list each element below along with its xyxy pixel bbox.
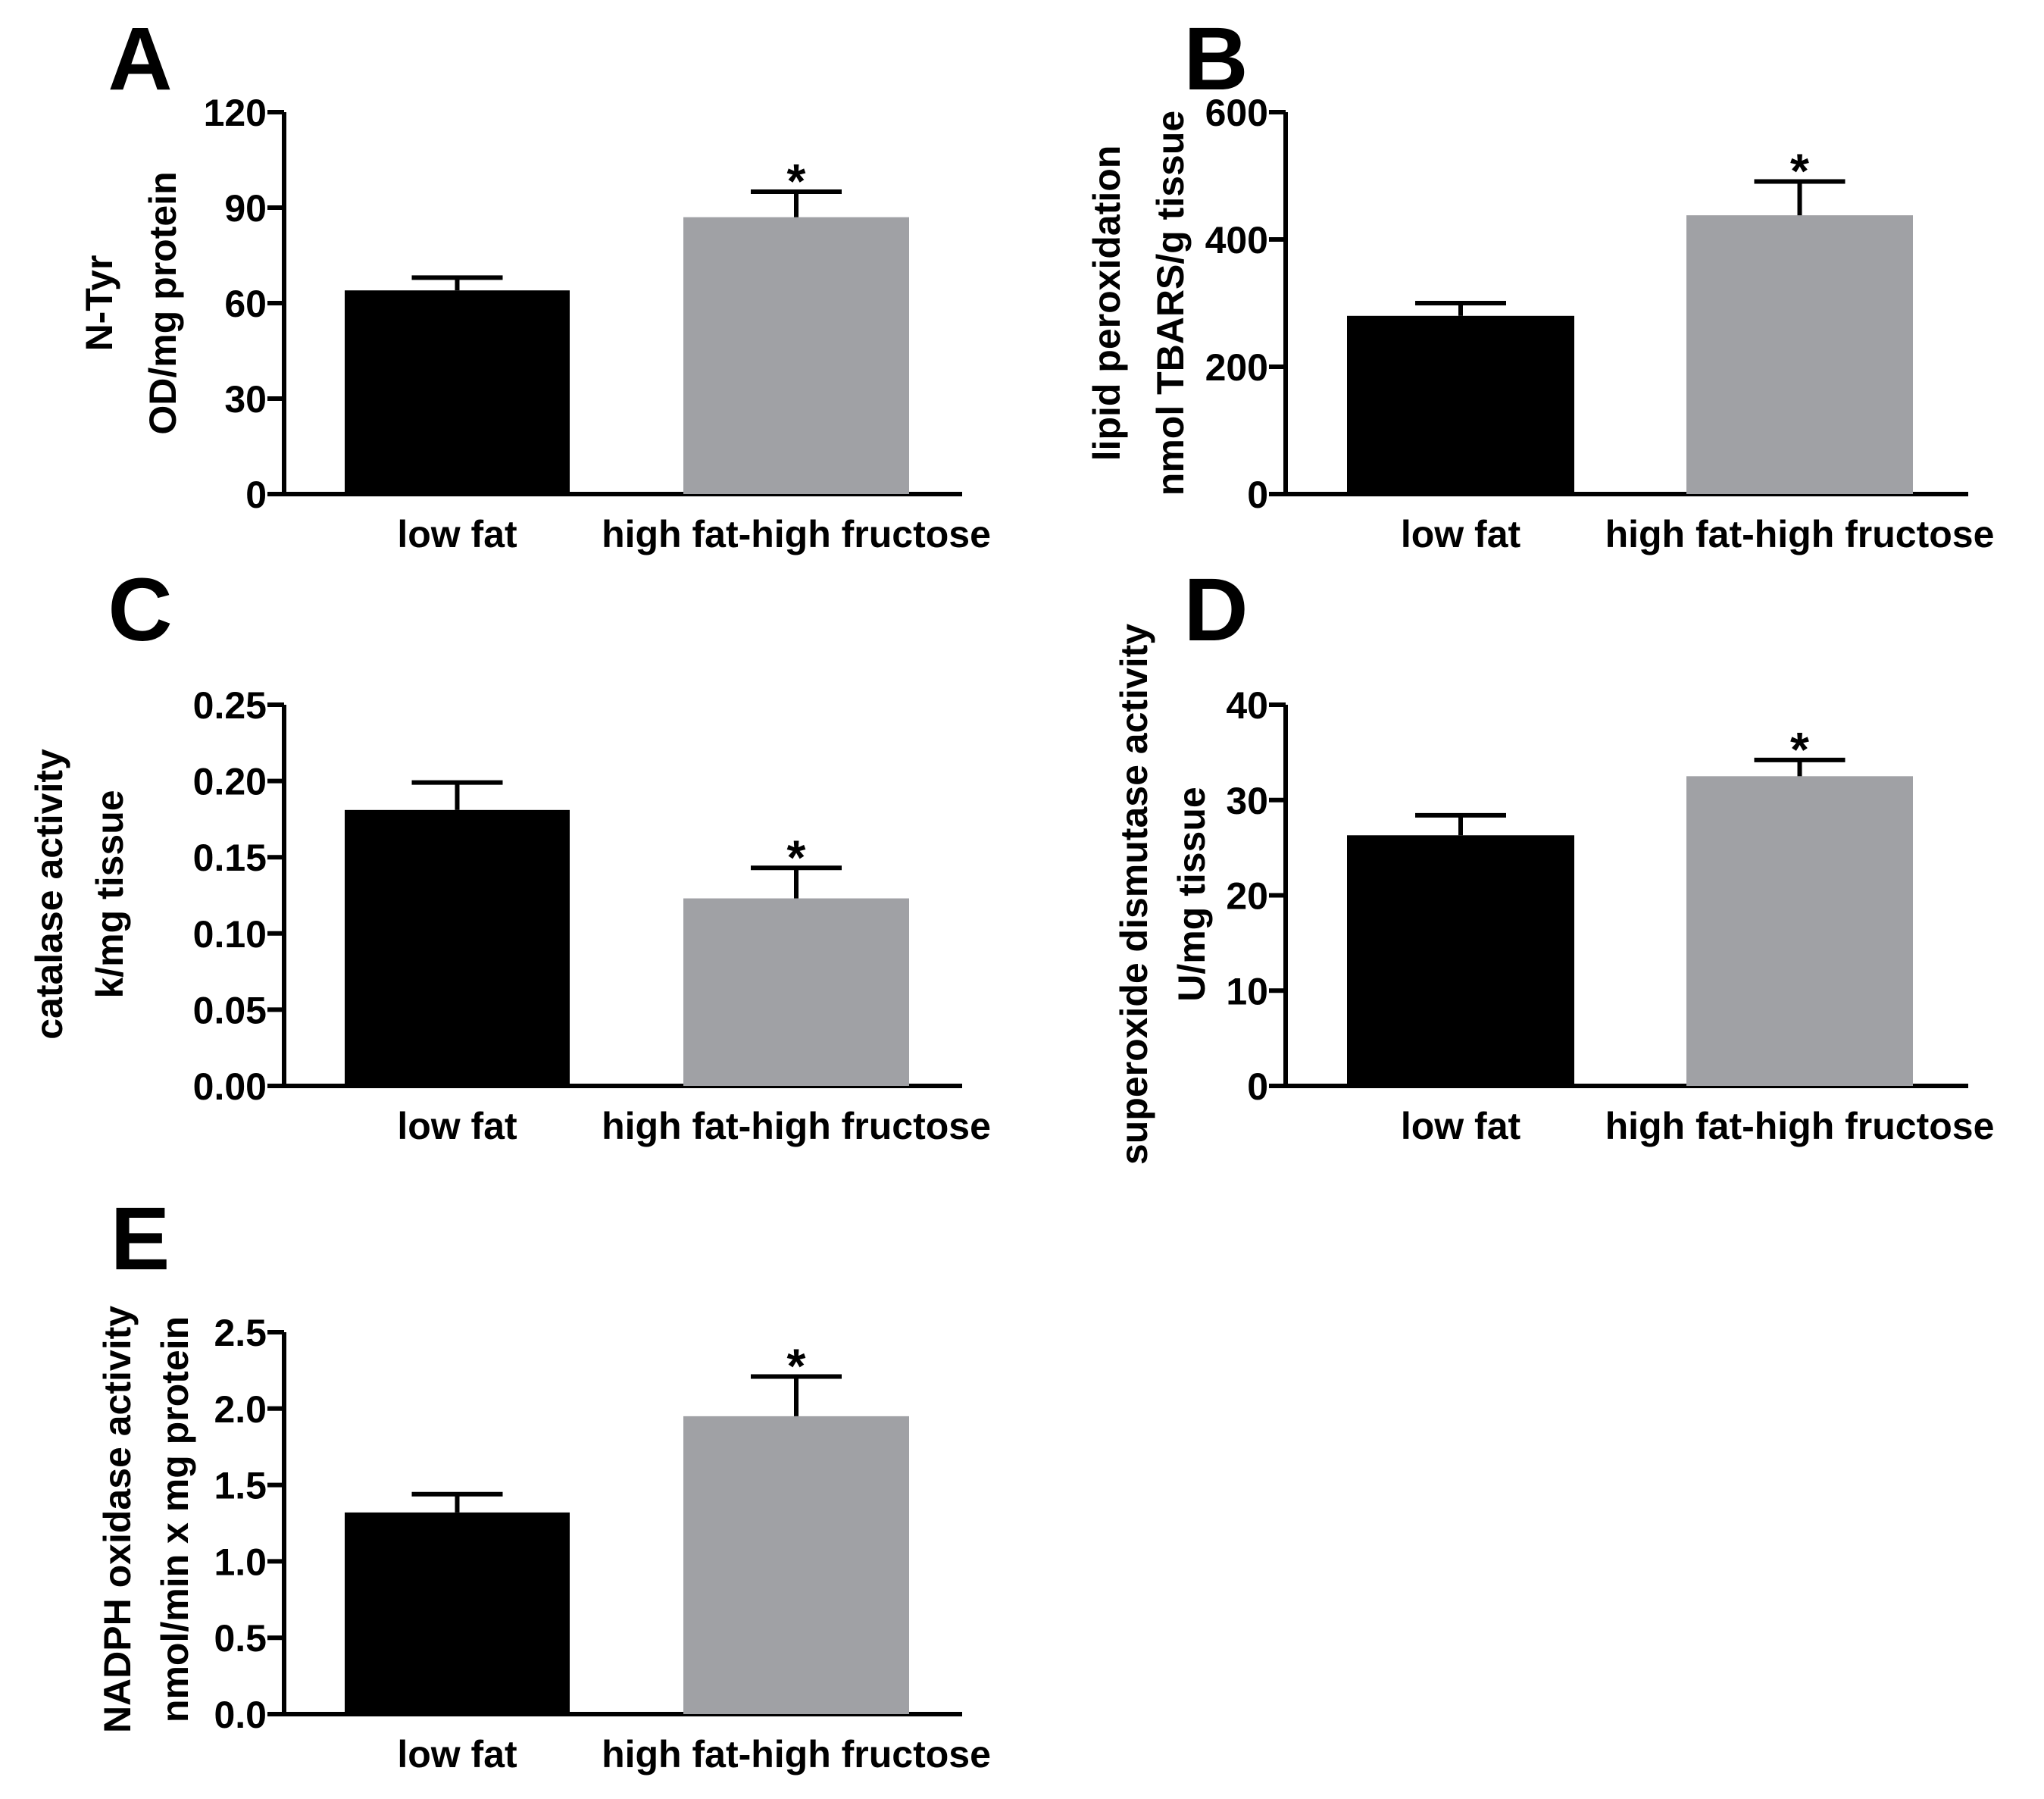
y-tick-label-d: 10 (1226, 970, 1268, 1012)
y-tick-label-a: 90 (224, 187, 267, 230)
y-axis-unit-b: nmol TBARS/g tissue (1149, 111, 1192, 496)
significance-mark-c: * (787, 830, 806, 884)
y-tick-label-a: 0 (245, 474, 267, 516)
y-tick-label-b: 200 (1205, 346, 1268, 389)
y-tick-label-e: 0.5 (214, 1617, 267, 1660)
y-axis-label-e: NADPH oxidase activity (96, 1306, 139, 1733)
category-label-high-fat-c: high fat-high fructose (602, 1105, 991, 1147)
y-tick-label-e: 2.5 (214, 1312, 267, 1354)
y-axis-unit-e: nmol/min x mg protein (154, 1316, 196, 1722)
significance-mark-e: * (787, 1338, 806, 1393)
y-axis-unit-d: U/mg tissue (1170, 787, 1213, 1001)
bar-high-fat-d (1686, 776, 1913, 1086)
y-tick-label-e: 2.0 (214, 1388, 267, 1431)
y-tick-label-d: 0 (1247, 1065, 1268, 1108)
y-tick-label-a: 120 (204, 92, 267, 134)
y-tick-label-d: 20 (1226, 875, 1268, 918)
panel-letter-e: E (111, 1189, 170, 1289)
bar-high-fat-b (1686, 215, 1913, 494)
bar-low-fat-b (1347, 315, 1574, 494)
category-label-high-fat-e: high fat-high fructose (602, 1733, 991, 1776)
panel-letter-a: A (108, 9, 172, 109)
y-tick-label-d: 40 (1226, 684, 1268, 727)
y-axis-label-b: lipid peroxidation (1086, 145, 1128, 461)
category-label-high-fat-a: high fat-high fructose (602, 513, 991, 555)
bar-high-fat-c (683, 898, 909, 1086)
category-label-low-fat-c: low fat (397, 1105, 517, 1147)
significance-mark-a: * (787, 154, 806, 208)
bar-low-fat-c (345, 809, 570, 1086)
y-axis-label-d: superoxide dismutase activity (1113, 624, 1155, 1165)
y-tick-label-e: 1.0 (214, 1541, 267, 1583)
y-tick-label-b: 400 (1205, 219, 1268, 261)
y-tick-label-b: 600 (1205, 92, 1268, 134)
category-label-high-fat-b: high fat-high fructose (1605, 513, 1995, 555)
y-tick-label-d: 30 (1226, 780, 1268, 822)
category-label-low-fat-b: low fat (1401, 513, 1521, 555)
panel-letter-b: B (1183, 9, 1248, 109)
y-axis-unit-c: k/mg tissue (89, 790, 131, 998)
y-tick-label-c: 0.05 (193, 989, 267, 1031)
y-axis-label-c: catalase activity (28, 749, 70, 1040)
y-tick-label-b: 0 (1247, 474, 1268, 516)
y-axis-label-a: N-Tyr (78, 255, 120, 352)
y-tick-label-e: 1.5 (214, 1465, 267, 1507)
y-tick-label-a: 30 (224, 378, 267, 421)
bar-low-fat-a (345, 290, 570, 494)
y-tick-label-c: 0.10 (193, 913, 267, 956)
significance-mark-d: * (1790, 722, 1809, 777)
significance-mark-b: * (1790, 144, 1809, 199)
y-axis-unit-a: OD/mg protein (142, 171, 184, 434)
bar-low-fat-e (345, 1512, 570, 1714)
y-tick-label-c: 0.25 (193, 684, 267, 727)
bar-low-fat-d (1347, 835, 1574, 1086)
category-label-high-fat-d: high fat-high fructose (1605, 1105, 1995, 1147)
panel-letter-d: D (1183, 560, 1248, 660)
category-label-low-fat-a: low fat (397, 513, 517, 555)
y-tick-label-c: 0.20 (193, 761, 267, 803)
bar-high-fat-a (683, 217, 909, 494)
category-label-low-fat-e: low fat (397, 1733, 517, 1776)
y-tick-label-c: 0.15 (193, 837, 267, 879)
y-tick-label-e: 0.0 (214, 1694, 267, 1736)
category-label-low-fat-d: low fat (1401, 1105, 1521, 1147)
y-tick-label-c: 0.00 (193, 1065, 267, 1108)
y-tick-label-a: 60 (224, 283, 267, 325)
panel-letter-c: C (108, 560, 172, 660)
bar-high-fat-e (683, 1416, 909, 1714)
